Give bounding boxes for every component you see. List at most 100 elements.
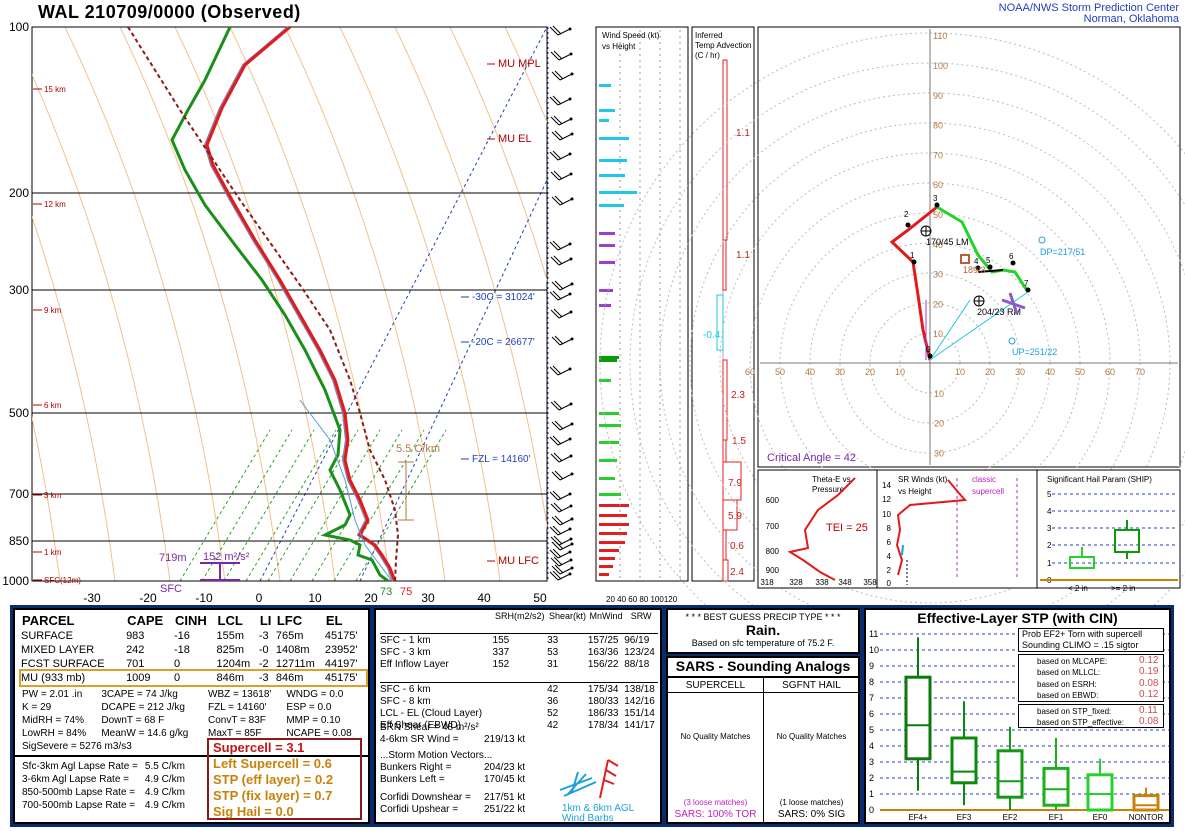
tadv-value: 1.5 — [732, 436, 746, 447]
wind-barb-dot — [568, 437, 572, 441]
stp-box — [1086, 773, 1114, 812]
lapse-label: 700-500mb Lapse Rate = — [22, 800, 136, 811]
kin-cell: 156/22 — [587, 658, 619, 670]
wind-barb-staff — [559, 423, 573, 431]
hodo-ring-label: 20 — [934, 419, 944, 429]
wind-barb-staff — [558, 258, 572, 266]
ship-x-label: < 2 in — [1068, 584, 1088, 593]
wind-barb-flag — [550, 557, 560, 567]
wind-barb-flag — [550, 401, 560, 411]
srwinds-trace — [895, 479, 968, 576]
stp-box — [996, 749, 1024, 799]
kin-cell: 175/34 — [587, 683, 619, 695]
stp-based-label: based on ESRH: — [1037, 680, 1097, 689]
stp-based-box-1: based on MLCAPE: 0.12 based on MLLCL: 0.19… — [1018, 654, 1164, 702]
wind-barb-flag — [552, 25, 562, 35]
wind-barb-staff — [559, 198, 573, 206]
dewpoint-trace — [170, 26, 389, 583]
mixing-ratio-line — [333, 429, 425, 581]
windspeed-bar — [599, 493, 621, 496]
kin-cell: 36 — [547, 695, 559, 707]
kin-cell: SFC - 6 km — [380, 683, 431, 695]
wind-barb-staff — [559, 518, 573, 526]
hodograph-frame — [757, 26, 1181, 468]
stp-based-value: 0.08 — [1139, 678, 1159, 689]
mu-mpl-label: MU MPL — [498, 58, 541, 70]
tadv-value: 2.4 — [730, 567, 744, 578]
hodo-ring-label: 30 — [933, 270, 943, 280]
height-tick-label: 9 km — [44, 306, 62, 315]
eff-inflow-top-label: 719m — [159, 552, 187, 564]
tadv-value: 2.3 — [731, 390, 745, 401]
sounding-title: WAL 210709/0000 (Observed) — [38, 2, 301, 22]
wind-barb-flag — [549, 526, 559, 536]
wind-barb-staff — [557, 528, 571, 536]
ship-y-label: 2 — [1047, 541, 1052, 550]
hodo-x-label: 10 — [955, 367, 965, 377]
temperature-trace — [205, 25, 397, 582]
windspeed-bar — [599, 356, 619, 359]
wind-barb-dot — [568, 550, 572, 554]
wind-barb-dot — [569, 454, 573, 458]
hodo-x-label: 30 — [1015, 367, 1025, 377]
dry-adiabat — [32, 215, 116, 581]
stp-category-label: EF0 — [1093, 813, 1108, 822]
windspeed-bar — [599, 191, 637, 194]
tadv-value: 0.6 — [730, 541, 744, 552]
wind-barb-flag — [552, 525, 562, 535]
dry-adiabat — [64, 27, 226, 581]
kin-cell: 33 — [547, 634, 559, 646]
kin-row: Eff Inflow Layer 152 31 156/22 88/18 — [380, 658, 658, 670]
stat: ConvT = 83F — [208, 715, 266, 726]
srwinds-plot: SR Winds (kt) vs Height classic supercell 14… — [882, 475, 1018, 588]
wind-barb-column — [547, 25, 574, 581]
windspeed-bar — [599, 109, 615, 112]
srwinds-y-label: 6 — [887, 538, 892, 547]
kin-cell: 163/36 — [587, 646, 619, 658]
wind-barb-flag — [549, 366, 559, 376]
wind-barb-flag — [551, 516, 561, 526]
fzl-label: FZL = 14160' — [472, 454, 531, 465]
tadv-bar — [722, 239, 727, 291]
stat: MeanW = 14.6 g/kg — [101, 728, 189, 739]
parcel-cell: SURFACE — [21, 630, 73, 642]
parcel-cell: -2 — [258, 658, 269, 670]
wind-barb-staff — [559, 338, 573, 346]
windspeed-bar — [599, 174, 625, 177]
thetae-x-label: 358 — [863, 578, 877, 587]
windspeed-bar — [599, 424, 621, 427]
sars-col-hail: SGFNT HAIL — [782, 680, 841, 691]
stp-box — [950, 736, 978, 785]
motion-label: Bunkers Right = — [380, 762, 452, 773]
wind-barb-dot — [570, 72, 574, 76]
kin-cell: SFC - 1 km — [380, 634, 431, 646]
wind-barb-staff — [559, 133, 573, 141]
mean-wind-marker — [960, 254, 970, 264]
agl-barbs-label2: Wind Barbs — [562, 813, 614, 824]
wind-barb-flag — [549, 26, 559, 36]
tei-label: TEI = 25 — [826, 522, 868, 534]
height-tick-label: 3 km — [44, 491, 62, 500]
sars-sig: SARS: 0% SIG — [777, 809, 846, 820]
lapse-label: 850-500mb Lapse Rate = — [22, 787, 136, 798]
stp-category-label: EF3 — [957, 813, 972, 822]
lapse-rates: Sfc-3km Agl Lapse Rate = 5.5 C/km 3-6km A… — [21, 760, 186, 812]
wind-barb-staff — [559, 543, 573, 551]
wind-barb-flag — [553, 50, 563, 60]
kin-cell: Eff Inflow Layer — [380, 658, 449, 670]
wind-barb-staff — [559, 283, 573, 291]
wind-barb-flag — [554, 335, 564, 345]
kinematics-panel: SRH(m2/s2) Shear(kt) MnWind SRW SFC - 1 … — [374, 608, 662, 824]
srwinds-title1: SR Winds (kt) — [898, 475, 948, 484]
agl-barbs-label1: 1km & 6km AGL — [562, 803, 635, 814]
parcel-header-lcl: LCL — [217, 613, 243, 628]
wind-barb-dot — [568, 492, 572, 496]
wind-barb-flag — [553, 502, 563, 512]
lapse-value: 4.9 C/km — [144, 774, 185, 785]
wind-barb-flag — [552, 240, 562, 250]
thetae-trace — [787, 477, 856, 581]
hodo-trace-3-6km — [936, 205, 1030, 293]
wind-barb-flag — [554, 540, 564, 550]
hodo-x-label: 40 — [805, 367, 815, 377]
lapse-label: 5.5 C/km — [396, 443, 440, 455]
